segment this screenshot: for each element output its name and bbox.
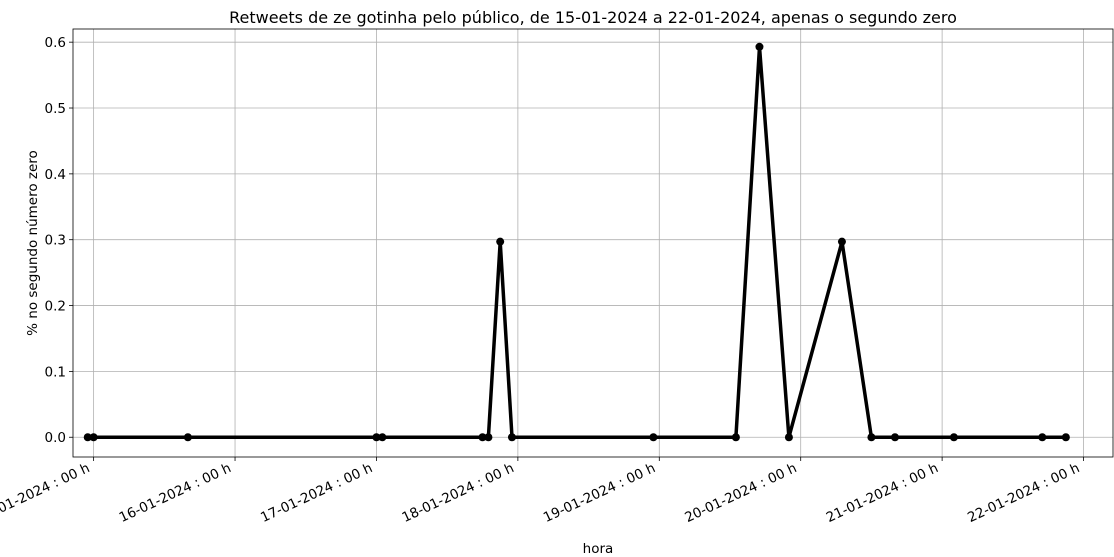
data-point xyxy=(949,433,958,442)
data-point xyxy=(378,433,387,442)
data-point xyxy=(496,237,505,246)
data-point xyxy=(372,433,381,442)
y-tick-label: 0.6 xyxy=(45,35,66,51)
data-point xyxy=(731,433,740,442)
data-point xyxy=(478,433,487,442)
x-tick-label: 22-01-2024 : 00 h xyxy=(965,460,1082,526)
y-tick-label: 0.0 xyxy=(45,430,66,446)
plot-frame xyxy=(72,28,1114,458)
data-point xyxy=(484,433,493,442)
data-point xyxy=(83,433,92,442)
y-axis-label: % no segundo número zero xyxy=(25,150,41,336)
data-point xyxy=(183,433,192,442)
data-point xyxy=(837,237,846,246)
data-point xyxy=(649,433,658,442)
data-point xyxy=(507,433,516,442)
x-axis-label: hora xyxy=(583,541,614,557)
x-tick-label: 21-01-2024 : 00 h xyxy=(824,460,941,526)
data-point xyxy=(784,433,793,442)
y-tick-label: 0.4 xyxy=(45,167,66,183)
grid-lines xyxy=(73,29,1113,457)
data-point xyxy=(89,433,98,442)
y-tick-label: 0.2 xyxy=(45,299,66,315)
y-tick-label: 0.1 xyxy=(45,364,66,380)
data-point xyxy=(755,42,764,51)
data-point xyxy=(867,433,876,442)
data-point xyxy=(890,433,899,442)
x-tick-label: 17-01-2024 : 00 h xyxy=(258,460,375,526)
chart-title: Retweets de ze gotinha pelo público, de … xyxy=(229,8,957,27)
x-tick-label: 16-01-2024 : 00 h xyxy=(117,460,234,526)
y-tick-label: 0.5 xyxy=(45,101,66,117)
data-point xyxy=(1038,433,1047,442)
x-tick-label: 20-01-2024 : 00 h xyxy=(682,460,799,526)
series-layer xyxy=(83,42,1070,442)
axis-ticks: 15-01-2024 : 00 h 16-01-2024 : 00 h 17-01-… xyxy=(0,35,1084,526)
x-tick-label: 19-01-2024 : 00 h xyxy=(541,460,658,526)
x-tick-label: 15-01-2024 : 00 h xyxy=(0,460,92,526)
y-tick-label: 0.3 xyxy=(45,233,66,249)
data-point xyxy=(1061,433,1070,442)
series-line xyxy=(87,45,1066,439)
x-tick-label: 18-01-2024 : 00 h xyxy=(400,460,517,526)
